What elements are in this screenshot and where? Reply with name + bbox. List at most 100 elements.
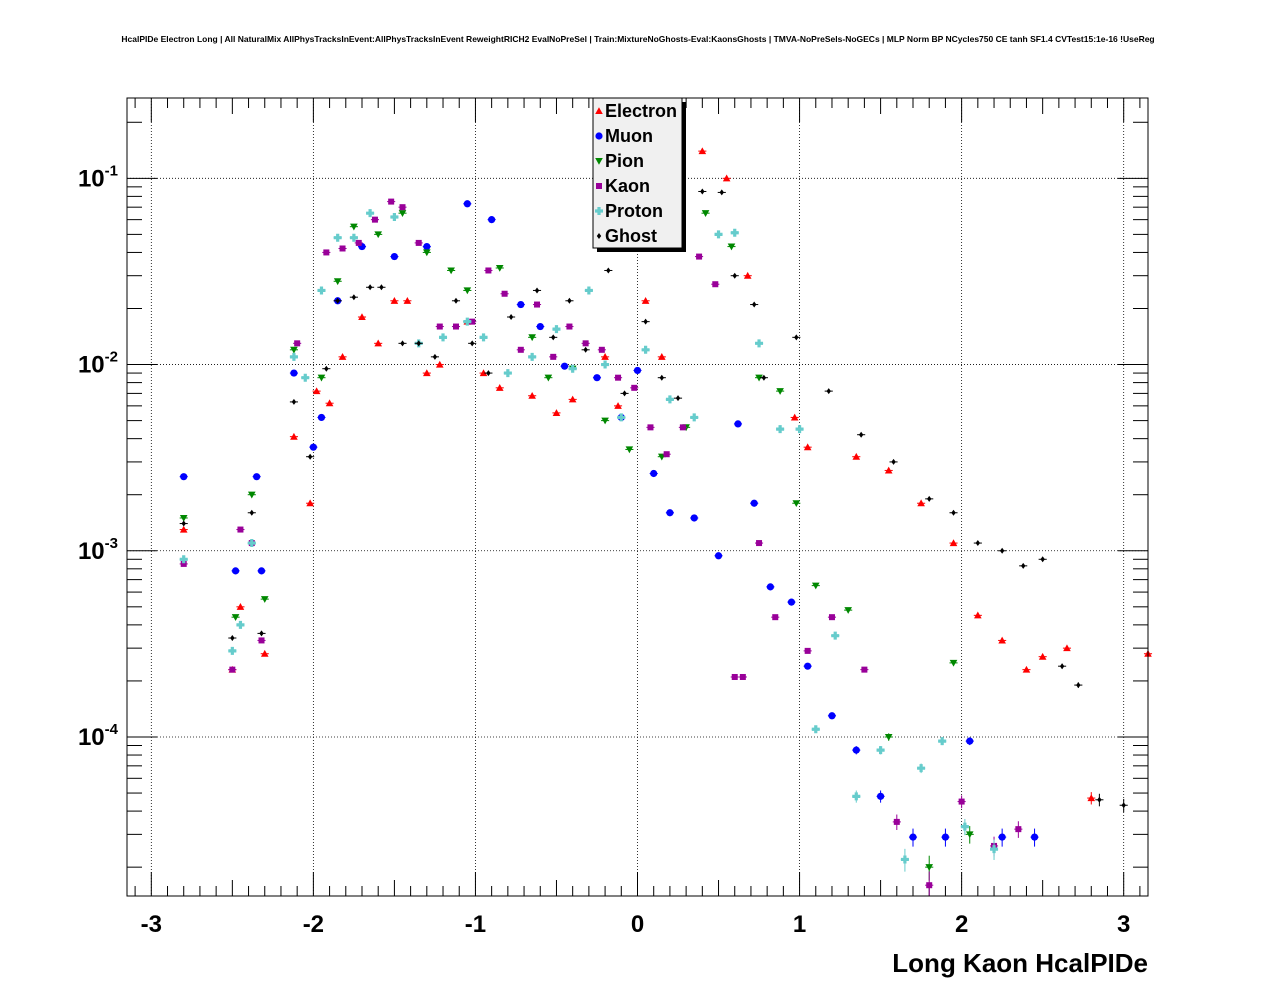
data-point xyxy=(181,520,186,527)
data-point xyxy=(614,402,622,409)
y-tick-label: 10-3 xyxy=(78,535,118,565)
data-point xyxy=(698,147,707,155)
data-point xyxy=(403,296,412,304)
x-tick-label: 2 xyxy=(955,911,968,938)
data-point xyxy=(1063,644,1071,652)
data-point xyxy=(917,499,925,507)
x-tick-label: -2 xyxy=(303,911,324,938)
data-point xyxy=(355,239,362,246)
data-point xyxy=(811,582,820,590)
data-point xyxy=(236,620,245,629)
data-point xyxy=(625,446,634,454)
data-point xyxy=(583,346,588,353)
legend-marker xyxy=(595,132,603,140)
data-point xyxy=(339,245,346,252)
legend-marker xyxy=(595,207,604,215)
data-point xyxy=(756,540,763,547)
data-point xyxy=(641,296,650,304)
data-point xyxy=(501,290,508,297)
data-point xyxy=(650,469,658,478)
data-point xyxy=(312,387,321,395)
data-point xyxy=(659,374,665,381)
data-point xyxy=(371,216,378,223)
data-point xyxy=(366,209,375,218)
data-point xyxy=(325,399,334,407)
data-point xyxy=(795,425,804,434)
data-point xyxy=(550,353,557,360)
data-point xyxy=(544,374,553,382)
data-point xyxy=(1097,796,1102,803)
data-point xyxy=(876,746,885,755)
data-point xyxy=(349,233,358,242)
data-point xyxy=(179,514,188,522)
data-point xyxy=(701,210,710,217)
data-point xyxy=(696,253,703,260)
data-point xyxy=(643,318,648,325)
data-point xyxy=(1022,665,1031,673)
data-point xyxy=(350,223,358,231)
data-point xyxy=(323,249,330,256)
data-point xyxy=(479,369,488,377)
legend-entry: Pion xyxy=(595,151,644,171)
data-point xyxy=(567,297,572,304)
data-point xyxy=(249,509,254,516)
data-point xyxy=(290,369,298,377)
data-point xyxy=(999,547,1005,554)
data-point xyxy=(1121,802,1126,809)
data-point xyxy=(731,673,738,680)
data-point xyxy=(938,737,947,746)
data-point xyxy=(949,539,958,547)
data-point xyxy=(388,198,395,205)
data-point xyxy=(852,452,861,460)
data-point xyxy=(617,413,626,422)
data-point xyxy=(951,509,956,516)
legend-label: Electron xyxy=(605,101,677,121)
data-point xyxy=(231,567,240,575)
data-point xyxy=(811,725,820,734)
data-point xyxy=(180,473,188,481)
data-point xyxy=(975,540,981,547)
data-point xyxy=(958,798,965,805)
legend-entry: Muon xyxy=(595,126,653,146)
series-pion xyxy=(179,210,974,881)
x-tick-labels: -3 -2 -1 0 1 2 3 xyxy=(141,911,1131,938)
data-point xyxy=(641,345,650,354)
data-point xyxy=(803,443,812,451)
data-point xyxy=(495,264,504,272)
data-point xyxy=(1076,682,1081,689)
data-point xyxy=(714,552,723,560)
x-tick-label: 1 xyxy=(793,911,806,938)
data-point xyxy=(734,420,742,428)
data-point xyxy=(690,413,699,422)
data-point xyxy=(552,325,561,334)
x-tick-label: 3 xyxy=(1117,911,1130,938)
data-point xyxy=(755,374,763,382)
data-point xyxy=(1087,794,1096,802)
data-point xyxy=(804,662,812,670)
data-point xyxy=(606,267,611,274)
legend-entry: Electron xyxy=(595,101,677,121)
data-point xyxy=(925,864,934,871)
data-point xyxy=(679,424,686,431)
series-muon xyxy=(179,200,1039,847)
data-point xyxy=(290,346,298,354)
legend-label: Muon xyxy=(605,126,653,146)
data-point xyxy=(231,614,240,621)
data-point xyxy=(423,369,431,377)
legend-entry: Kaon xyxy=(596,176,650,196)
data-point xyxy=(926,882,933,889)
data-point xyxy=(568,364,577,373)
data-point xyxy=(508,314,514,321)
data-point xyxy=(399,204,406,211)
data-point xyxy=(601,353,609,360)
legend-marker xyxy=(596,233,602,239)
data-point xyxy=(301,373,310,382)
data-point xyxy=(333,278,342,286)
data-point xyxy=(1030,833,1039,841)
legend: Electron Muon Pion Kaon Proton Ghost xyxy=(592,97,686,252)
data-point xyxy=(463,200,471,208)
data-point xyxy=(658,353,666,360)
data-point xyxy=(772,614,779,621)
axis-ticks xyxy=(127,98,1148,896)
